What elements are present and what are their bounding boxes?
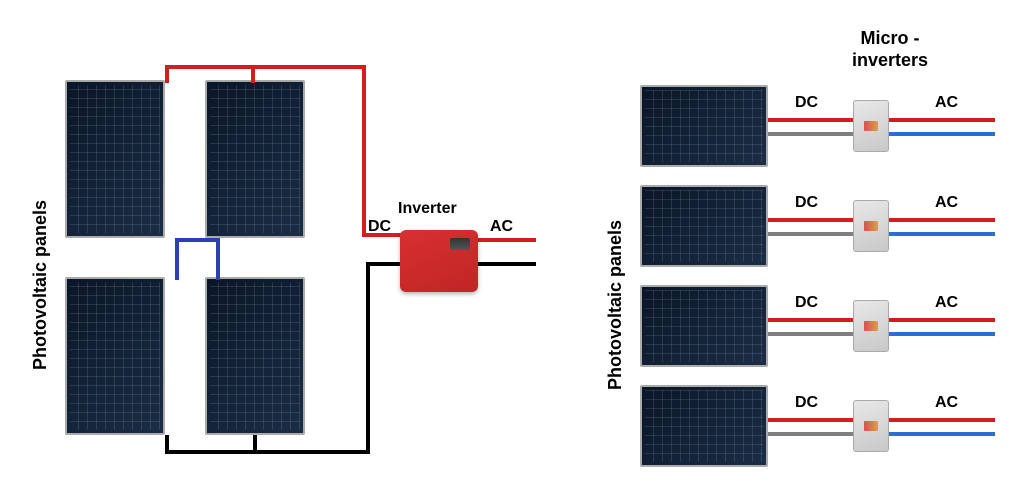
dc-wire (768, 118, 853, 122)
left-panel-4 (205, 277, 305, 435)
ac-label-row-4: AC (935, 394, 958, 412)
wire-segment (478, 238, 536, 242)
dc-wire (768, 318, 853, 322)
wire-segment (175, 238, 179, 280)
ac-wire (889, 432, 995, 436)
ac-wire (889, 332, 995, 336)
wire-segment (253, 450, 370, 454)
dc-label-row-3: DC (795, 294, 818, 312)
left-ac-label: AC (490, 218, 513, 236)
right-panel-2 (640, 185, 768, 267)
ac-label-row-2: AC (935, 194, 958, 212)
dc-wire (768, 432, 853, 436)
dc-wire (768, 132, 853, 136)
left-dc-label: DC (368, 218, 391, 236)
ac-wire (889, 232, 995, 236)
wire-segment (165, 450, 257, 454)
right-panel-3 (640, 285, 768, 367)
wire-segment (366, 262, 404, 266)
right-panel-1 (640, 85, 768, 167)
wire-segment (165, 65, 169, 83)
dc-wire (768, 418, 853, 422)
micro-inverter-4 (853, 400, 889, 452)
left-panel-3 (65, 277, 165, 435)
wire-segment (251, 65, 366, 69)
dc-label-row-1: DC (795, 94, 818, 112)
ac-label-row-1: AC (935, 94, 958, 112)
micro-inverters-header: Micro - inverters (830, 28, 950, 71)
ac-wire (889, 418, 995, 422)
dc-label-row-4: DC (795, 394, 818, 412)
left-panel-2 (205, 80, 305, 238)
ac-wire (889, 132, 995, 136)
ac-wire (889, 218, 995, 222)
string-inverter (400, 230, 478, 292)
ac-label-row-3: AC (935, 294, 958, 312)
wire-segment (362, 65, 366, 237)
right-axis-label: Photovoltaic panels (605, 170, 626, 390)
wire-segment (366, 262, 370, 454)
left-axis-label: Photovoltaic panels (30, 150, 51, 370)
inverter-label: Inverter (398, 200, 457, 218)
wire-segment (478, 262, 536, 266)
wire-segment (165, 435, 169, 454)
dc-wire (768, 332, 853, 336)
left-panel-1 (65, 80, 165, 238)
ac-wire (889, 318, 995, 322)
ac-wire (889, 118, 995, 122)
dc-wire (768, 232, 853, 236)
micro-inverter-1 (853, 100, 889, 152)
wire-segment (165, 65, 255, 69)
wire-segment (175, 238, 220, 242)
micro-inverter-2 (853, 200, 889, 252)
dc-label-row-2: DC (795, 194, 818, 212)
wire-segment (216, 238, 220, 280)
micro-inverter-3 (853, 300, 889, 352)
right-panel-4 (640, 385, 768, 467)
dc-wire (768, 218, 853, 222)
